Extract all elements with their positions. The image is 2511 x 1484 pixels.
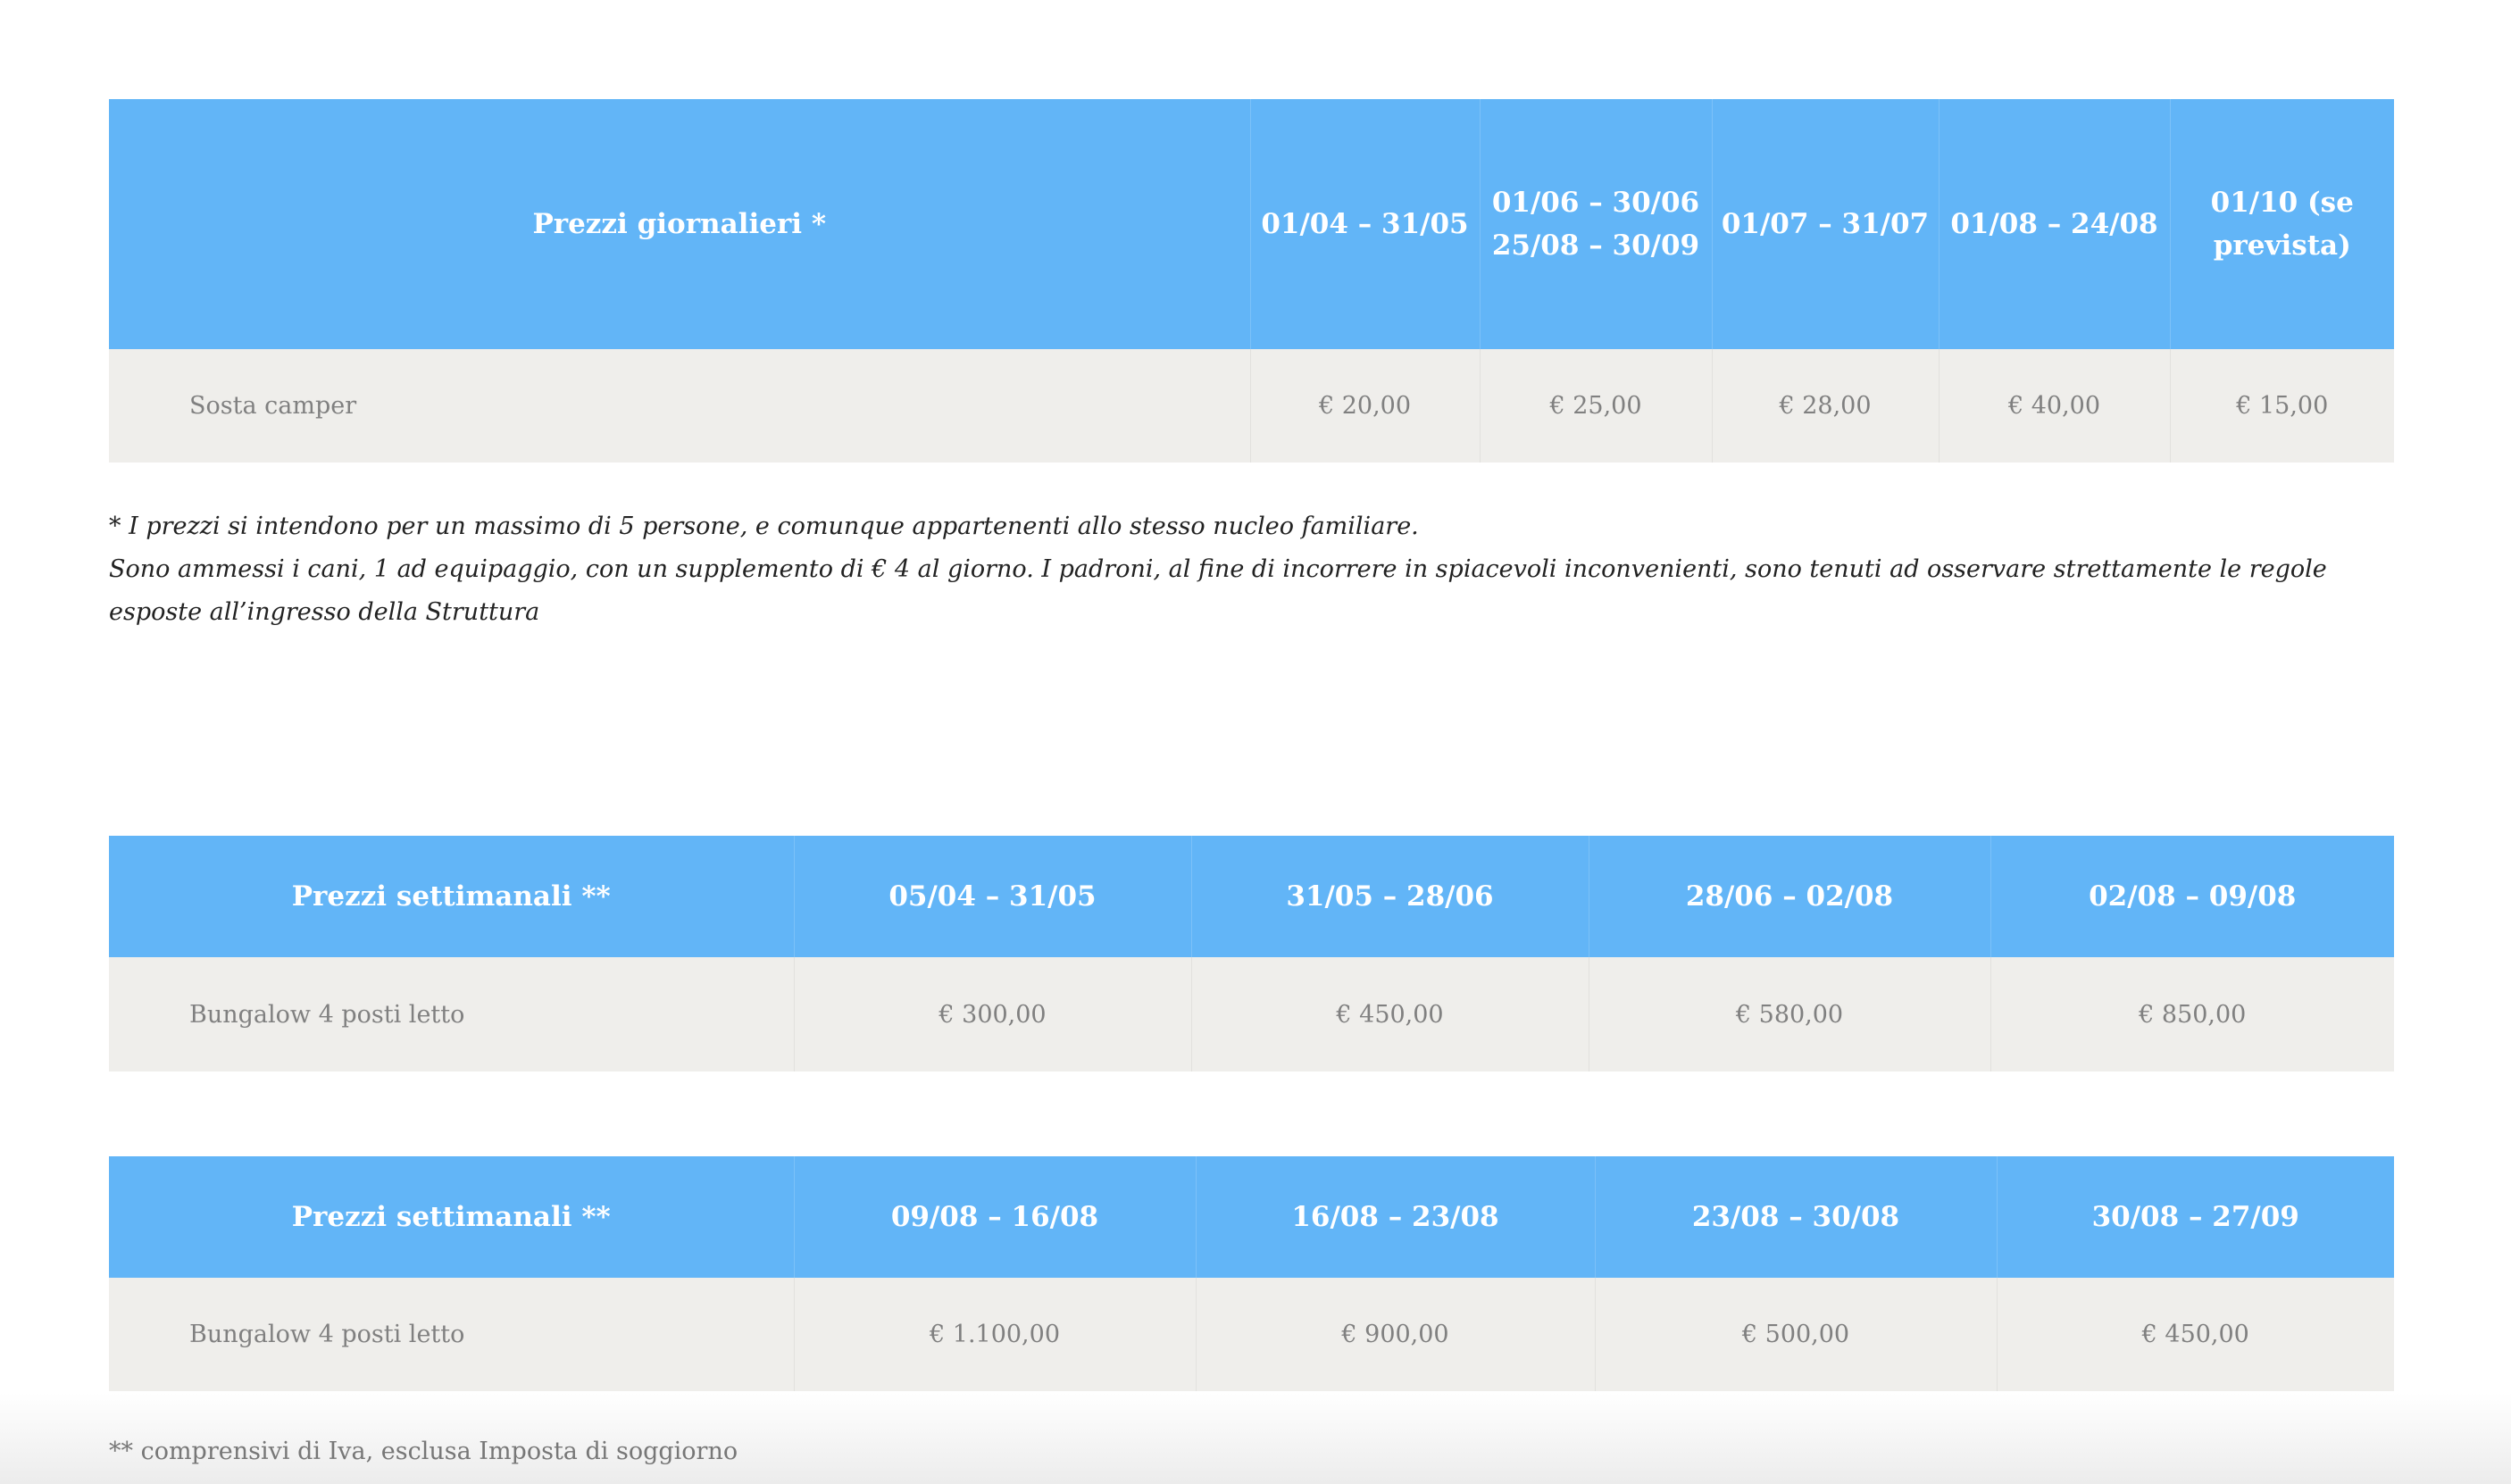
header-period: 01/06 – 30/06 25/08 – 30/09 bbox=[1479, 99, 1712, 349]
price-cell: € 25,00 bbox=[1479, 349, 1712, 463]
header-title: Prezzi settimanali ** bbox=[109, 836, 794, 957]
weekly-prices-table-1: Prezzi settimanali ** 05/04 – 31/05 31/0… bbox=[109, 836, 2394, 1071]
table-row: Bungalow 4 posti letto € 1.100,00 € 900,… bbox=[109, 1278, 2394, 1391]
header-period: 28/06 – 02/08 bbox=[1588, 836, 1990, 957]
price-cell: € 300,00 bbox=[793, 957, 1191, 1071]
header-period: 16/08 – 23/08 bbox=[1195, 1156, 1595, 1278]
price-cell: € 500,00 bbox=[1594, 1278, 1997, 1391]
price-cell: € 850,00 bbox=[1990, 957, 2394, 1071]
daily-prices-table: Prezzi giornalieri * 01/04 – 31/05 01/06… bbox=[109, 99, 2394, 463]
row-label: Bungalow 4 posti letto bbox=[109, 1278, 794, 1391]
header-period: 01/04 – 31/05 bbox=[1249, 99, 1480, 349]
note-line: * I prezzi si intendono per un massimo d… bbox=[109, 513, 1419, 540]
header-period: 05/04 – 31/05 bbox=[793, 836, 1191, 957]
header-period: 01/07 – 31/07 bbox=[1711, 99, 1939, 349]
header-period: 01/08 – 24/08 bbox=[1938, 99, 2170, 349]
price-cell: € 1.100,00 bbox=[793, 1278, 1196, 1391]
header-title: Prezzi settimanali ** bbox=[109, 1156, 794, 1278]
header-period: 31/05 – 28/06 bbox=[1190, 836, 1589, 957]
price-cell: € 20,00 bbox=[1249, 349, 1480, 463]
price-cell: € 28,00 bbox=[1711, 349, 1939, 463]
table-header-row: Prezzi settimanali ** 09/08 – 16/08 16/0… bbox=[109, 1156, 2394, 1278]
price-cell: € 450,00 bbox=[1190, 957, 1589, 1071]
footnote: ** comprensivi di Iva, esclusa Imposta d… bbox=[109, 1438, 738, 1465]
price-cell: € 40,00 bbox=[1938, 349, 2170, 463]
row-label: Bungalow 4 posti letto bbox=[109, 957, 794, 1071]
price-cell: € 15,00 bbox=[2169, 349, 2394, 463]
price-cell: € 450,00 bbox=[1996, 1278, 2394, 1391]
header-period: 30/08 – 27/09 bbox=[1996, 1156, 2394, 1278]
table-row: Sosta camper € 20,00 € 25,00 € 28,00 € 4… bbox=[109, 349, 2394, 463]
weekly-prices-table-2: Prezzi settimanali ** 09/08 – 16/08 16/0… bbox=[109, 1156, 2394, 1391]
table-header-row: Prezzi giornalieri * 01/04 – 31/05 01/06… bbox=[109, 99, 2394, 349]
price-cell: € 900,00 bbox=[1195, 1278, 1595, 1391]
row-label: Sosta camper bbox=[109, 349, 1250, 463]
note-line: Sono ammessi i cani, 1 ad equipaggio, co… bbox=[109, 555, 2327, 626]
header-period: 01/10 (se prevista) bbox=[2169, 99, 2394, 349]
table-row: Bungalow 4 posti letto € 300,00 € 450,00… bbox=[109, 957, 2394, 1071]
table-header-row: Prezzi settimanali ** 05/04 – 31/05 31/0… bbox=[109, 836, 2394, 957]
daily-notes: * I prezzi si intendono per un massimo d… bbox=[109, 505, 2413, 634]
header-period: 23/08 – 30/08 bbox=[1594, 1156, 1997, 1278]
price-cell: € 580,00 bbox=[1588, 957, 1990, 1071]
header-title: Prezzi giornalieri * bbox=[109, 99, 1250, 349]
header-period: 09/08 – 16/08 bbox=[793, 1156, 1196, 1278]
header-period: 02/08 – 09/08 bbox=[1990, 836, 2394, 957]
